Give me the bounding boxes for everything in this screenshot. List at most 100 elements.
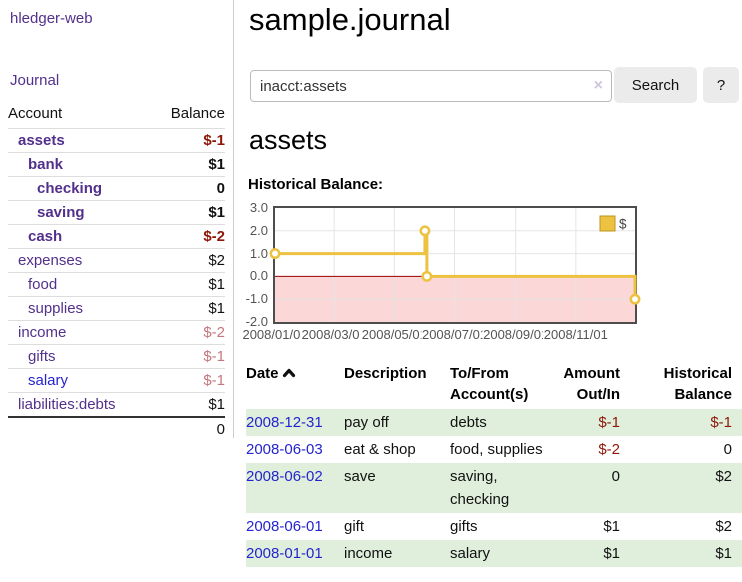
help-button[interactable]: ? [703, 67, 739, 103]
transaction-date-link[interactable]: 2008-06-02 [246, 468, 323, 485]
account-link-food[interactable]: food [28, 276, 58, 293]
account-balance: $-1 [203, 348, 225, 365]
x-axis-tick-label: 2008/09/01 [482, 327, 550, 342]
transaction-amount: $1 [603, 518, 620, 535]
register-header-row: Date Description To/From Account(s) Amou… [246, 361, 742, 409]
search-box: × [250, 70, 612, 102]
transaction-accounts: saving, checking [450, 468, 510, 508]
transaction-date-link[interactable]: 2008-01-01 [246, 545, 323, 562]
y-axis-tick-label: 3.0 [249, 200, 268, 215]
account-link-supplies[interactable]: supplies [28, 300, 84, 317]
account-balance: $1 [208, 300, 225, 317]
main-content: sample.journal × Search ? assets Histori… [241, 0, 742, 582]
chart-y-axis: 3.0 2.0 1.0 0.0 -1.0 -2.0 [245, 200, 270, 329]
account-link-income[interactable]: income [18, 324, 67, 341]
account-balance: $-1 [203, 372, 225, 389]
sidebar: hledger-web Journal Account Balance asse… [0, 0, 234, 438]
register-table: Date Description To/From Account(s) Amou… [246, 361, 742, 567]
account-row-checking: checking 0 [8, 176, 225, 201]
transaction-balance: $1 [715, 545, 732, 562]
chart-plot-area: $ [269, 206, 641, 324]
transaction-date-link[interactable]: 2008-06-01 [246, 518, 323, 535]
account-link-bank[interactable]: bank [28, 156, 64, 173]
chart-x-axis: 2008/01/01 2008/03/01 2008/05/01 2008/07/01… [241, 327, 635, 343]
transaction-accounts: salary [450, 545, 491, 562]
page-title: sample.journal [249, 2, 451, 37]
y-axis-tick-label: 2.0 [249, 222, 268, 238]
y-axis-tick-label: 0.0 [249, 268, 268, 284]
transaction-date-link[interactable]: 2008-12-31 [246, 414, 323, 431]
account-column-header: Account [8, 105, 63, 122]
accounts-column-header: To/From Account(s) [450, 365, 529, 403]
sidebar-item-journal[interactable]: Journal [10, 72, 60, 89]
x-axis-tick-label: 2008/07/01 [420, 327, 489, 342]
search-input[interactable] [250, 70, 612, 102]
account-link-checking[interactable]: checking [37, 180, 103, 197]
account-balance: $1 [208, 276, 225, 293]
account-balance: $1 [208, 204, 225, 221]
transaction-amount: $-1 [598, 414, 620, 431]
account-row-assets: assets $-1 [8, 128, 225, 153]
transaction-date-link[interactable]: 2008-06-03 [246, 441, 323, 458]
x-axis-tick-label: 2008/03/01 [300, 327, 368, 342]
brand-link[interactable]: hledger-web [10, 10, 93, 27]
account-balance: $1 [208, 396, 225, 413]
chart-title: Historical Balance: [248, 176, 384, 193]
transaction-amount: $-2 [598, 441, 620, 458]
transaction-description: eat & shop [344, 441, 416, 458]
account-row-food: food $1 [8, 272, 225, 297]
account-row-salary: salary $-1 [8, 368, 225, 393]
x-axis-tick-label: 2008/05/01 [360, 327, 428, 342]
account-link-salary[interactable]: salary [28, 372, 69, 389]
date-header-label: Date [246, 365, 279, 382]
y-axis-tick-label: -1.0 [245, 291, 268, 307]
account-row-liabilities-debts: liabilities:debts $1 [8, 392, 225, 418]
transaction-amount: $1 [603, 545, 620, 562]
account-row-gifts: gifts $-1 [8, 344, 225, 369]
y-axis-tick-label: -2.0 [245, 314, 268, 329]
transaction-row: 2008-01-01 income salary $1 $1 [246, 540, 742, 567]
account-title: assets [249, 125, 328, 155]
account-link-liabilities-debts[interactable]: liabilities:debts [18, 396, 116, 413]
y-axis-tick-label: 1.0 [249, 245, 268, 261]
transaction-description: pay off [344, 414, 389, 431]
account-link-assets[interactable]: assets [18, 132, 65, 149]
clear-search-icon[interactable]: × [593, 77, 603, 94]
account-balance: $-2 [203, 324, 225, 341]
balance-column-header: Balance [170, 105, 225, 122]
transaction-accounts: debts [450, 414, 487, 431]
accounts-total-row: 0 [8, 417, 225, 441]
transaction-balance: 0 [723, 441, 732, 458]
transaction-amount: 0 [611, 468, 620, 485]
transaction-description: income [344, 545, 393, 562]
account-balance: $1 [208, 156, 225, 173]
search-button[interactable]: Search [614, 67, 697, 103]
description-column-header: Description [344, 365, 427, 382]
transaction-row: 2008-06-01 gift gifts $1 $2 [246, 513, 742, 540]
account-row-bank: bank $1 [8, 152, 225, 177]
transaction-balance: $2 [715, 518, 732, 535]
account-row-saving: saving $1 [8, 200, 225, 225]
account-link-saving[interactable]: saving [37, 204, 85, 221]
transaction-row: 2008-12-31 pay off debts $-1 $-1 [246, 409, 742, 436]
transaction-row: 2008-06-02 save saving, checking 0 $2 [246, 463, 742, 513]
account-balance: 0 [216, 180, 225, 197]
svg-text:$: $ [619, 217, 627, 232]
date-column-header[interactable]: Date [246, 361, 344, 409]
account-balance: $-1 [203, 132, 225, 149]
transaction-accounts: food, supplies [450, 441, 543, 458]
transaction-description: gift [344, 518, 365, 535]
account-row-expenses: expenses $2 [8, 248, 225, 273]
x-axis-tick-label: 2008/01/01 [241, 327, 309, 342]
account-row-supplies: supplies $1 [8, 296, 225, 321]
sort-ascending-icon [282, 368, 295, 378]
account-link-expenses[interactable]: expenses [18, 252, 83, 269]
account-link-gifts[interactable]: gifts [28, 348, 56, 365]
sidebar-accounts-table: Account Balance assets $-1 bank $1 check… [8, 103, 225, 441]
account-row-cash: cash $-2 [8, 224, 225, 249]
account-link-cash[interactable]: cash [28, 228, 63, 245]
x-axis-tick-label: 2008/11/01 [542, 327, 609, 342]
account-row-income: income $-2 [8, 320, 225, 345]
transaction-description: save [344, 468, 376, 485]
